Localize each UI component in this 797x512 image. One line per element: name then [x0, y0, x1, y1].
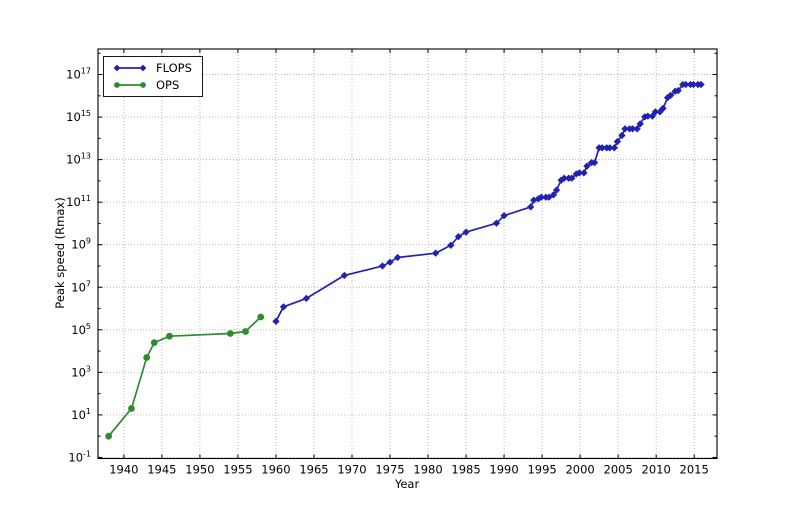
data-point — [549, 191, 558, 199]
data-point — [272, 317, 280, 326]
x-tick-label: 1985 — [451, 463, 480, 477]
flops-line-key — [113, 64, 147, 72]
data-point — [150, 339, 158, 347]
data-point — [590, 158, 599, 167]
y-axis-label: Peak speed (Rmax) — [53, 197, 67, 309]
flops-series — [272, 80, 705, 326]
data-point — [648, 112, 657, 120]
data-point — [431, 249, 440, 257]
x-tick-labels: 1940 1945 1950 1955 1960 1965 1970 1975 1980 1985… — [109, 463, 709, 477]
x-tick-label: 1965 — [299, 463, 328, 477]
legend-marker — [139, 64, 147, 72]
data-point — [697, 80, 705, 89]
data-point — [580, 169, 588, 177]
legend-item-flops: FLOPS — [112, 62, 192, 74]
x-tick-label: 2015 — [680, 463, 709, 477]
x-tick-label: 1980 — [413, 463, 442, 477]
data-point — [526, 203, 535, 211]
data-point — [226, 330, 234, 337]
data-point — [340, 271, 349, 280]
y-tick-label: 10-1 — [68, 449, 91, 464]
y-tick-label: 105 — [71, 322, 91, 337]
x-tick-label: 1950 — [185, 463, 214, 477]
y-tick-label: 103 — [71, 364, 91, 379]
data-point — [500, 211, 508, 220]
legend: FLOPS OPS — [103, 56, 203, 97]
data-point — [279, 303, 288, 311]
x-tick-label: 1940 — [109, 463, 138, 477]
data-point — [128, 405, 135, 412]
flops-line — [275, 83, 701, 322]
x-tick-label: 2000 — [565, 463, 594, 477]
y-tick-label: 1011 — [66, 194, 91, 209]
x-axis-label: Year — [394, 477, 420, 491]
y-tick-labels: 10-1 101 103 105 107 109 1011 1013 1015 1017 — [66, 67, 91, 465]
legend-label-flops: FLOPS — [156, 61, 192, 75]
legend-label-ops: OPS — [156, 78, 180, 92]
data-point — [454, 232, 463, 241]
x-tick-label: 1990 — [489, 463, 518, 477]
x-tick-label: 1960 — [261, 463, 290, 477]
data-point — [613, 137, 622, 146]
legend-marker — [140, 82, 146, 88]
x-tick-label: 1975 — [375, 463, 404, 477]
x-tick-label: 1970 — [337, 463, 366, 477]
y-tick-label: 1017 — [66, 67, 91, 82]
data-point — [568, 174, 576, 182]
y-tick-label: 109 — [71, 237, 91, 252]
data-point — [610, 144, 619, 152]
ops-line-key — [114, 82, 146, 88]
y-tick-label: 101 — [71, 407, 91, 422]
data-point — [618, 131, 626, 140]
data-point — [302, 294, 311, 303]
data-point — [552, 186, 561, 194]
y-tick-label: 1015 — [66, 109, 91, 124]
data-point — [257, 313, 265, 321]
data-point — [492, 219, 501, 227]
y-tick-label: 107 — [71, 279, 91, 294]
x-tick-label: 1955 — [223, 463, 252, 477]
data-point — [105, 432, 113, 440]
data-point — [583, 162, 591, 170]
data-point — [462, 228, 470, 236]
data-point — [633, 125, 641, 133]
gridlines — [98, 49, 717, 459]
x-tick-label: 1945 — [147, 463, 176, 477]
data-point — [666, 91, 675, 100]
ops-series — [105, 313, 265, 440]
data-point — [242, 328, 249, 335]
data-point — [378, 262, 387, 270]
data-point — [166, 332, 173, 340]
data-point — [143, 354, 151, 361]
x-tick-label: 1995 — [527, 463, 556, 477]
legend-item-ops: OPS — [112, 79, 192, 91]
x-tick-label: 2010 — [642, 463, 671, 477]
x-tick-label: 2005 — [604, 463, 633, 477]
data-point — [636, 120, 644, 128]
legend-marker — [114, 82, 120, 88]
data-point — [386, 258, 394, 266]
data-point — [447, 241, 455, 250]
plot-border — [97, 48, 718, 460]
legend-marker — [113, 64, 121, 72]
data-point — [659, 104, 667, 113]
data-point — [674, 86, 682, 95]
data-point — [393, 253, 402, 262]
axis-ticks — [98, 49, 717, 459]
y-tick-label: 1013 — [66, 152, 91, 167]
